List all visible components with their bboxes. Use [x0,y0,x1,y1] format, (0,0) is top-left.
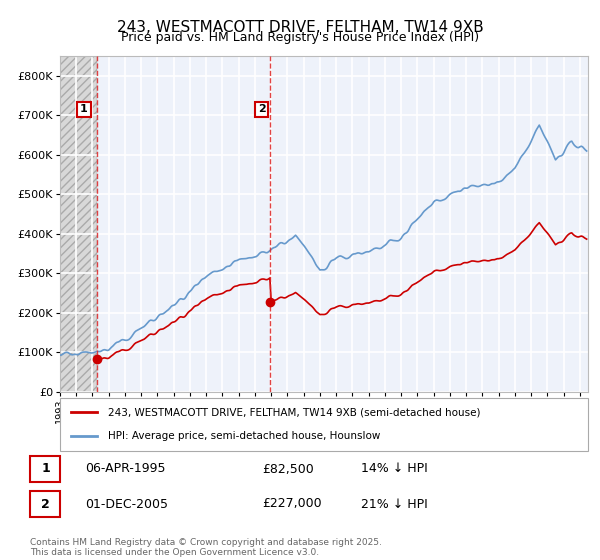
FancyBboxPatch shape [60,398,588,451]
Text: HPI: Average price, semi-detached house, Hounslow: HPI: Average price, semi-detached house,… [107,431,380,441]
Text: 06-APR-1995: 06-APR-1995 [85,463,166,475]
Text: Contains HM Land Registry data © Crown copyright and database right 2025.
This d: Contains HM Land Registry data © Crown c… [30,538,382,557]
FancyBboxPatch shape [30,456,61,482]
Text: 14% ↓ HPI: 14% ↓ HPI [361,463,428,475]
Text: 2: 2 [258,104,266,114]
Text: Price paid vs. HM Land Registry's House Price Index (HPI): Price paid vs. HM Land Registry's House … [121,31,479,44]
Text: 2: 2 [41,497,50,511]
Text: £227,000: £227,000 [262,497,322,511]
Text: £82,500: £82,500 [262,463,314,475]
Text: 1: 1 [80,104,88,114]
Text: 21% ↓ HPI: 21% ↓ HPI [361,497,428,511]
Text: 243, WESTMACOTT DRIVE, FELTHAM, TW14 9XB: 243, WESTMACOTT DRIVE, FELTHAM, TW14 9XB [116,20,484,35]
Text: 1: 1 [41,463,50,475]
Text: 243, WESTMACOTT DRIVE, FELTHAM, TW14 9XB (semi-detached house): 243, WESTMACOTT DRIVE, FELTHAM, TW14 9XB… [107,408,480,418]
Text: 01-DEC-2005: 01-DEC-2005 [85,497,168,511]
FancyBboxPatch shape [30,492,61,516]
Bar [60,56,97,392]
